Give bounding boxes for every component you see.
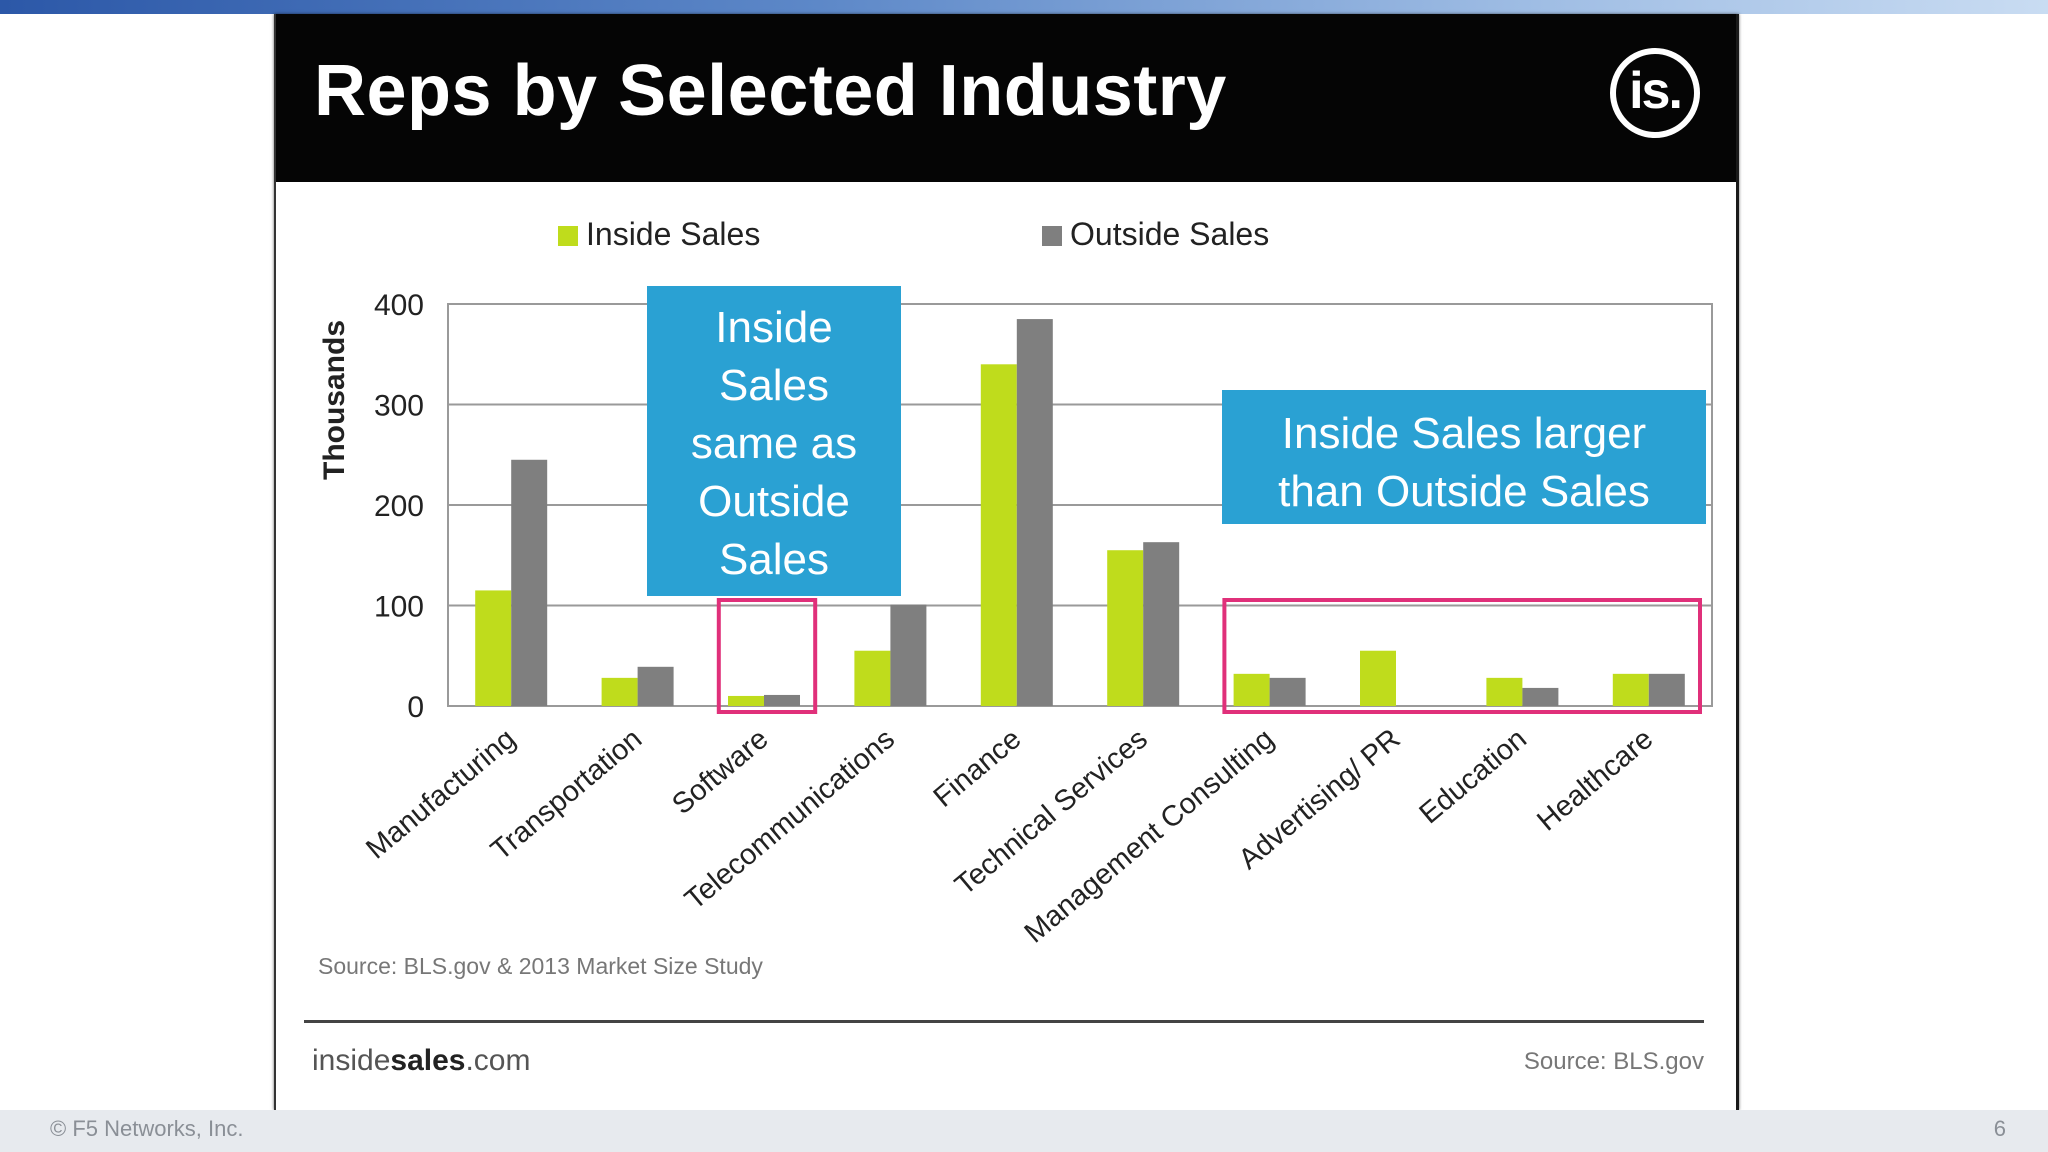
bar-inside — [1233, 673, 1270, 706]
y-axis-title: Thousands — [318, 320, 351, 480]
title-bar: Reps by Selected Industry is. — [276, 14, 1736, 182]
legend-label-inside: Inside Sales — [586, 216, 760, 252]
bar-inside — [1612, 673, 1649, 706]
legend-swatch-outside — [1042, 226, 1062, 246]
top-accent-bar — [0, 0, 2048, 14]
brand-bold: sales — [390, 1044, 466, 1077]
x-tick-label: Finance — [928, 723, 1028, 814]
callout-same-line-3: same as — [691, 419, 857, 468]
callout-same: Inside Sales same as Outside Sales — [647, 286, 901, 596]
bar-inside — [1360, 650, 1396, 706]
y-tick-label: 0 — [407, 691, 424, 724]
legend-swatch-inside — [558, 226, 578, 246]
bar-outside — [890, 604, 927, 706]
callout-larger-line-1: Inside Sales larger — [1282, 409, 1646, 458]
y-tick-labels: 0 100 200 300 400 — [374, 289, 424, 724]
brand-suffix: .com — [465, 1044, 531, 1077]
footer-source: Source: BLS.gov — [1523, 1048, 1704, 1075]
bar-outside — [637, 666, 674, 706]
bar-inside — [1107, 550, 1144, 706]
callout-same-line-5: Sales — [719, 535, 829, 584]
bottom-bar — [0, 1110, 2048, 1152]
bar-inside — [728, 695, 764, 706]
highlight-box — [1222, 598, 1703, 714]
bar-inside — [854, 650, 891, 706]
bar-outside — [511, 459, 548, 706]
y-tick-label: 300 — [374, 390, 424, 423]
bar-inside — [1486, 677, 1523, 706]
bar-outside — [1522, 687, 1559, 706]
callout-same-line-1: Inside — [715, 303, 832, 352]
bars — [475, 319, 1685, 706]
bar-inside — [601, 677, 638, 706]
bar-outside — [764, 694, 800, 706]
footer-divider — [304, 1020, 1704, 1023]
highlight-box — [716, 598, 818, 714]
callout-same-line-4: Outside — [698, 477, 850, 526]
slide: Reps by Selected Industry is. Inside Sal… — [274, 14, 1739, 1110]
bar-outside — [1269, 677, 1306, 706]
y-tick-label: 200 — [374, 490, 424, 523]
brand-prefix: inside — [312, 1044, 391, 1077]
callout-same-line-2: Sales — [719, 361, 829, 410]
page-number: 6 — [1993, 1116, 2006, 1141]
bar-chart: Inside Sales Outside Sales Thousands 0 10… — [318, 216, 1713, 979]
y-tick-label: 400 — [374, 289, 424, 322]
brand-wordmark: insidesales.com — [312, 1044, 530, 1078]
legend: Inside Sales Outside Sales — [558, 216, 1269, 252]
bar-inside — [475, 590, 512, 706]
insidesales-logo: is. — [1610, 48, 1700, 138]
highlight-boxes — [716, 598, 1703, 714]
callout-same-box — [647, 286, 901, 596]
plot-frame — [447, 303, 1713, 707]
x-tick-label: Software — [666, 723, 774, 821]
x-tick-label: Healthcare — [1531, 723, 1659, 838]
x-tick-label: Telecommunications — [679, 723, 901, 916]
x-tick-label: Education — [1414, 723, 1533, 830]
copyright: © F5 Networks, Inc. — [50, 1116, 244, 1141]
bar-inside — [980, 364, 1017, 706]
slide-title: Reps by Selected Industry — [314, 51, 1227, 131]
bar-outside — [1016, 319, 1053, 706]
bar-outside — [1648, 673, 1685, 706]
x-tick-label: Management Consulting — [1019, 723, 1280, 950]
bar-outside — [1143, 542, 1180, 706]
callout-larger-box — [1222, 390, 1706, 524]
callout-larger: Inside Sales larger than Outside Sales — [1222, 390, 1706, 524]
chart-source-note: Source: BLS.gov & 2013 Market Size Study — [318, 953, 763, 979]
y-tick-label: 100 — [374, 591, 424, 624]
callout-larger-line-2: than Outside Sales — [1278, 467, 1650, 516]
legend-label-outside: Outside Sales — [1070, 216, 1269, 252]
